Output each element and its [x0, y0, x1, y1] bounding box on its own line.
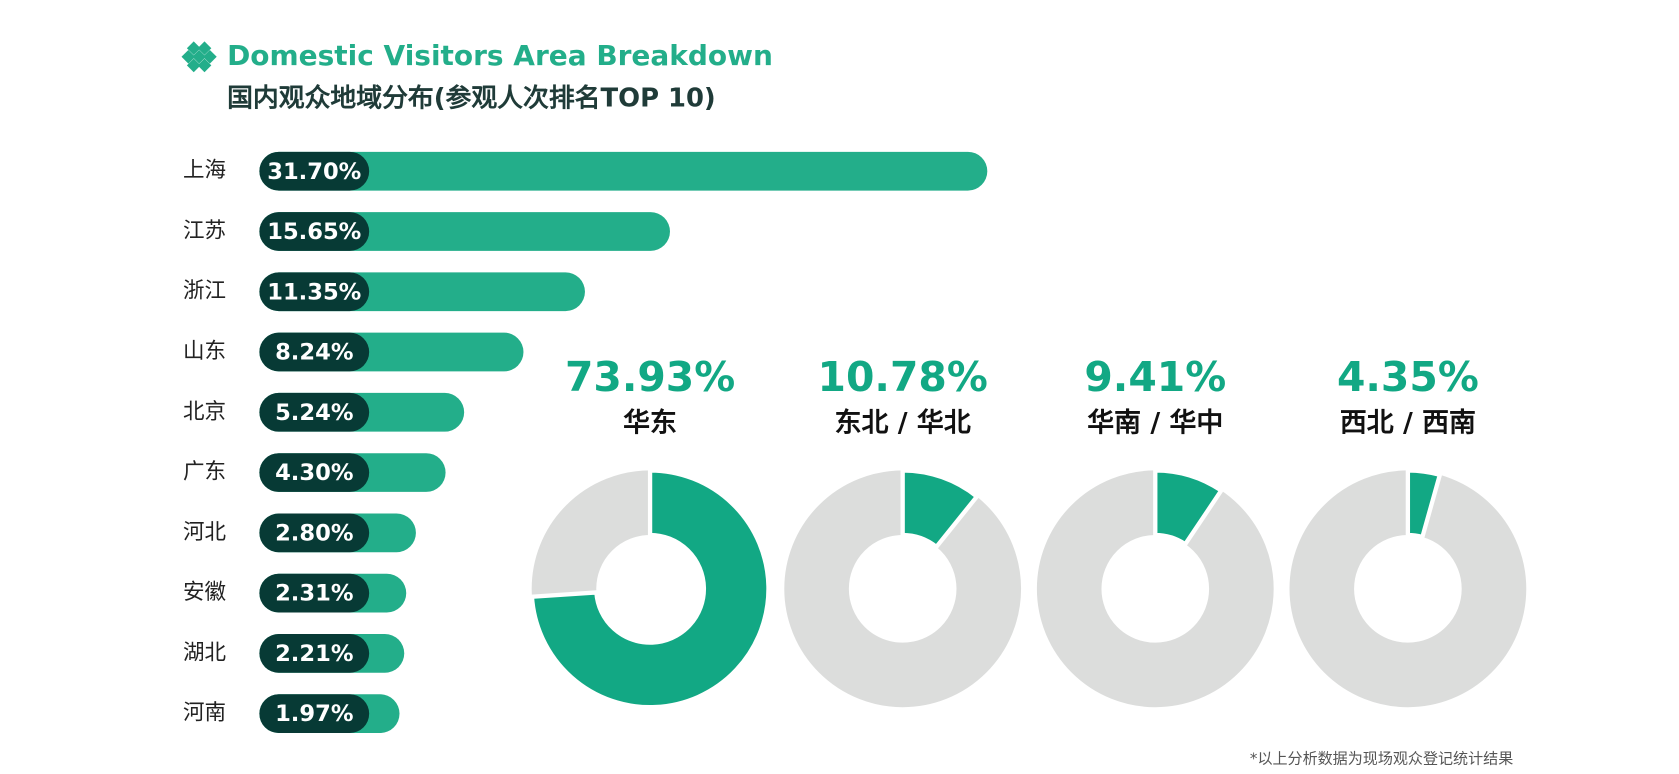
donut-segment [900, 468, 980, 550]
category-label: 湖北 [183, 640, 226, 665]
category-label: 上海 [183, 158, 226, 183]
value-label: 1.97% [275, 701, 353, 727]
value-pill [259, 212, 370, 251]
donut-value-label: 9.41% [1084, 353, 1226, 401]
value-pill [259, 332, 370, 372]
donut-segment [1405, 468, 1443, 540]
category-label: 河南 [183, 701, 226, 726]
value-pill [259, 694, 370, 734]
value-label: 4.30% [275, 460, 353, 486]
value-pill [259, 513, 370, 553]
donut-value-label: 4.35% [1337, 353, 1479, 401]
value-pill [259, 272, 370, 312]
category-label: 河北 [183, 520, 226, 545]
category-label: 江苏 [183, 218, 226, 243]
donut-value-label: 10.78% [818, 353, 988, 401]
donut-value-label: 73.93% [565, 353, 735, 401]
value-pill [259, 573, 370, 613]
chart-title: Domestic Visitors Area Breakdown [227, 39, 773, 72]
value-pill [259, 392, 370, 432]
category-label: 广东 [183, 460, 226, 485]
value-pill [259, 634, 370, 673]
donut-category: 东北 / 华北 [835, 407, 971, 439]
bar [259, 151, 988, 191]
value-label: 15.65% [267, 219, 361, 245]
value-label: 2.31% [275, 581, 353, 607]
category-label: 北京 [183, 399, 226, 424]
category-label: 安徽 [183, 580, 227, 605]
donut-category: 西北 / 西南 [1340, 408, 1476, 439]
value-label: 5.24% [275, 400, 353, 426]
category-label: 山东 [183, 339, 226, 364]
category-label: 浙江 [183, 279, 226, 304]
donut-segment [1153, 468, 1225, 548]
chart-subtitle: 国内观众地域分布(参观人次排名TOP 10) [227, 83, 716, 114]
donut-category: 华东 [623, 407, 677, 439]
value-label: 31.70% [267, 159, 361, 185]
value-pill [259, 151, 370, 191]
value-pill [259, 453, 370, 492]
value-label: 11.35% [267, 279, 361, 305]
donut-segment [529, 468, 771, 710]
value-label: 8.24% [275, 340, 353, 366]
value-label: 2.80% [275, 520, 353, 546]
footnote: *以上分析数据为现场观众登记统计结果 [1250, 749, 1513, 767]
donut-category: 华南 / 华中 [1087, 407, 1223, 439]
title-icon [181, 41, 217, 73]
value-label: 2.21% [275, 641, 353, 667]
